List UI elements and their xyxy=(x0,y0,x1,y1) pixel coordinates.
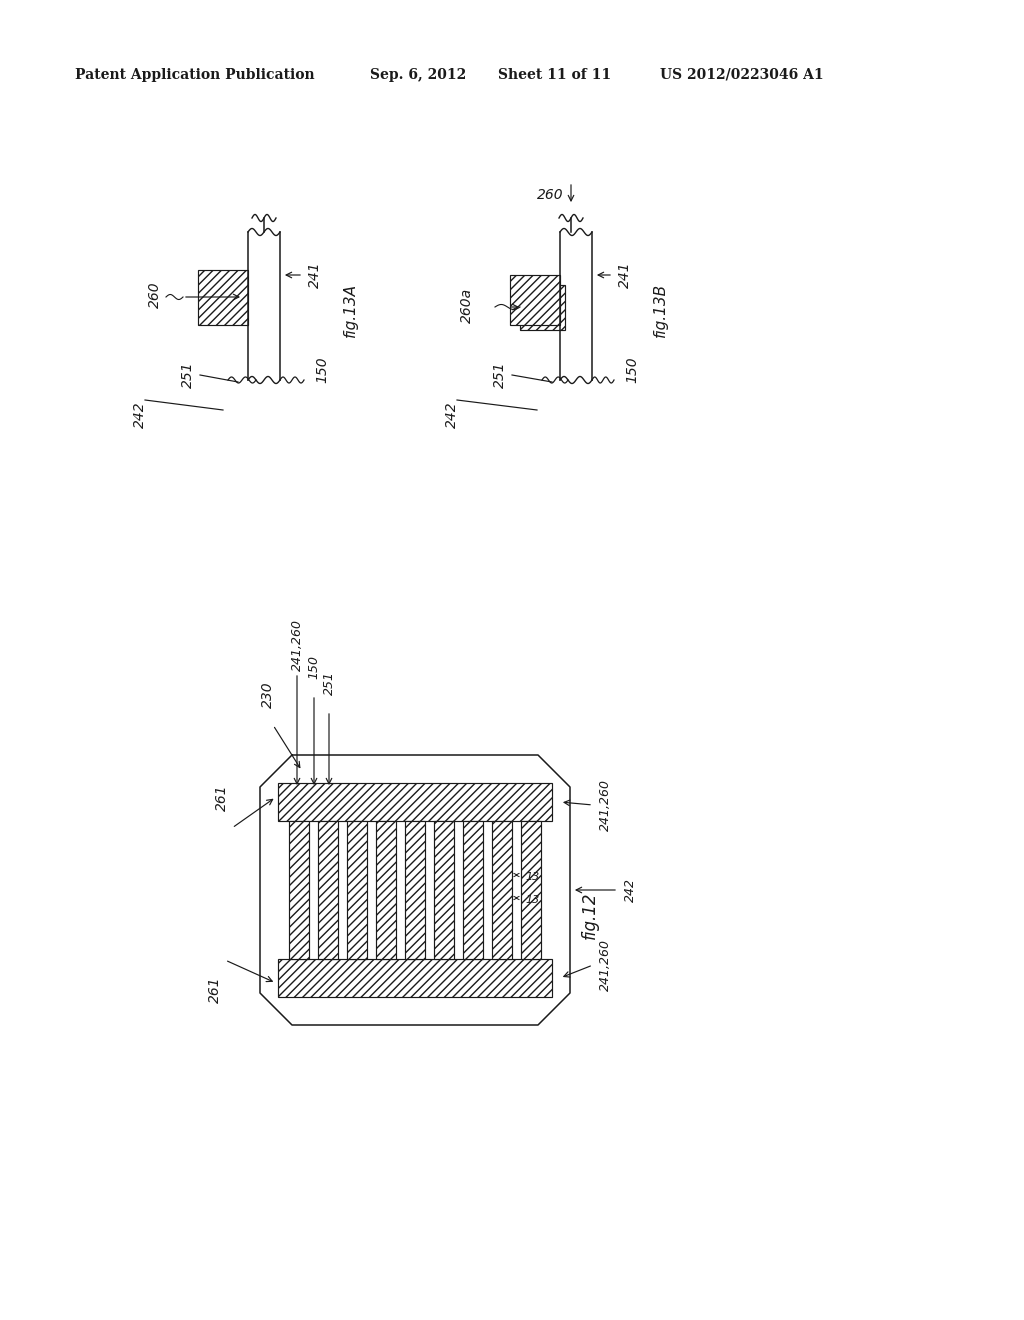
Text: fig.12: fig.12 xyxy=(581,891,599,939)
Text: fig.13A: fig.13A xyxy=(342,282,357,337)
Bar xyxy=(463,821,483,960)
Bar xyxy=(520,285,565,330)
Text: 242: 242 xyxy=(624,878,637,902)
Text: 230: 230 xyxy=(261,681,275,709)
Text: 150: 150 xyxy=(625,356,639,383)
Text: 260: 260 xyxy=(148,281,162,309)
Bar xyxy=(198,271,248,325)
Text: 251: 251 xyxy=(493,362,507,388)
Bar xyxy=(510,275,560,325)
Bar xyxy=(278,960,552,997)
Bar xyxy=(521,821,541,960)
Text: US 2012/0223046 A1: US 2012/0223046 A1 xyxy=(660,69,823,82)
Text: fig.13B: fig.13B xyxy=(652,282,668,337)
Text: 150: 150 xyxy=(315,356,329,383)
Text: 260: 260 xyxy=(537,187,563,202)
Text: 251: 251 xyxy=(323,671,336,696)
Bar xyxy=(376,821,396,960)
Text: 261: 261 xyxy=(215,784,229,812)
Text: Patent Application Publication: Patent Application Publication xyxy=(75,69,314,82)
Text: 241,260: 241,260 xyxy=(291,619,303,671)
Bar xyxy=(278,783,552,821)
Text: 260a: 260a xyxy=(460,288,474,322)
Bar xyxy=(492,821,512,960)
Text: 242: 242 xyxy=(133,401,147,428)
Text: Sep. 6, 2012: Sep. 6, 2012 xyxy=(370,69,466,82)
Text: 261: 261 xyxy=(208,977,222,1003)
Text: 150: 150 xyxy=(307,655,321,678)
Bar xyxy=(434,821,454,960)
Text: 241,260: 241,260 xyxy=(598,779,611,832)
Text: 251: 251 xyxy=(181,362,195,388)
Text: 13: 13 xyxy=(525,873,540,882)
Text: 241,260: 241,260 xyxy=(598,939,611,991)
Bar xyxy=(289,821,309,960)
Text: 241: 241 xyxy=(308,261,322,288)
Text: Sheet 11 of 11: Sheet 11 of 11 xyxy=(498,69,611,82)
Text: 241: 241 xyxy=(618,261,632,288)
Text: 13: 13 xyxy=(525,895,540,906)
Bar xyxy=(347,821,367,960)
Bar xyxy=(318,821,338,960)
Bar xyxy=(406,821,425,960)
Text: 242: 242 xyxy=(445,401,459,428)
